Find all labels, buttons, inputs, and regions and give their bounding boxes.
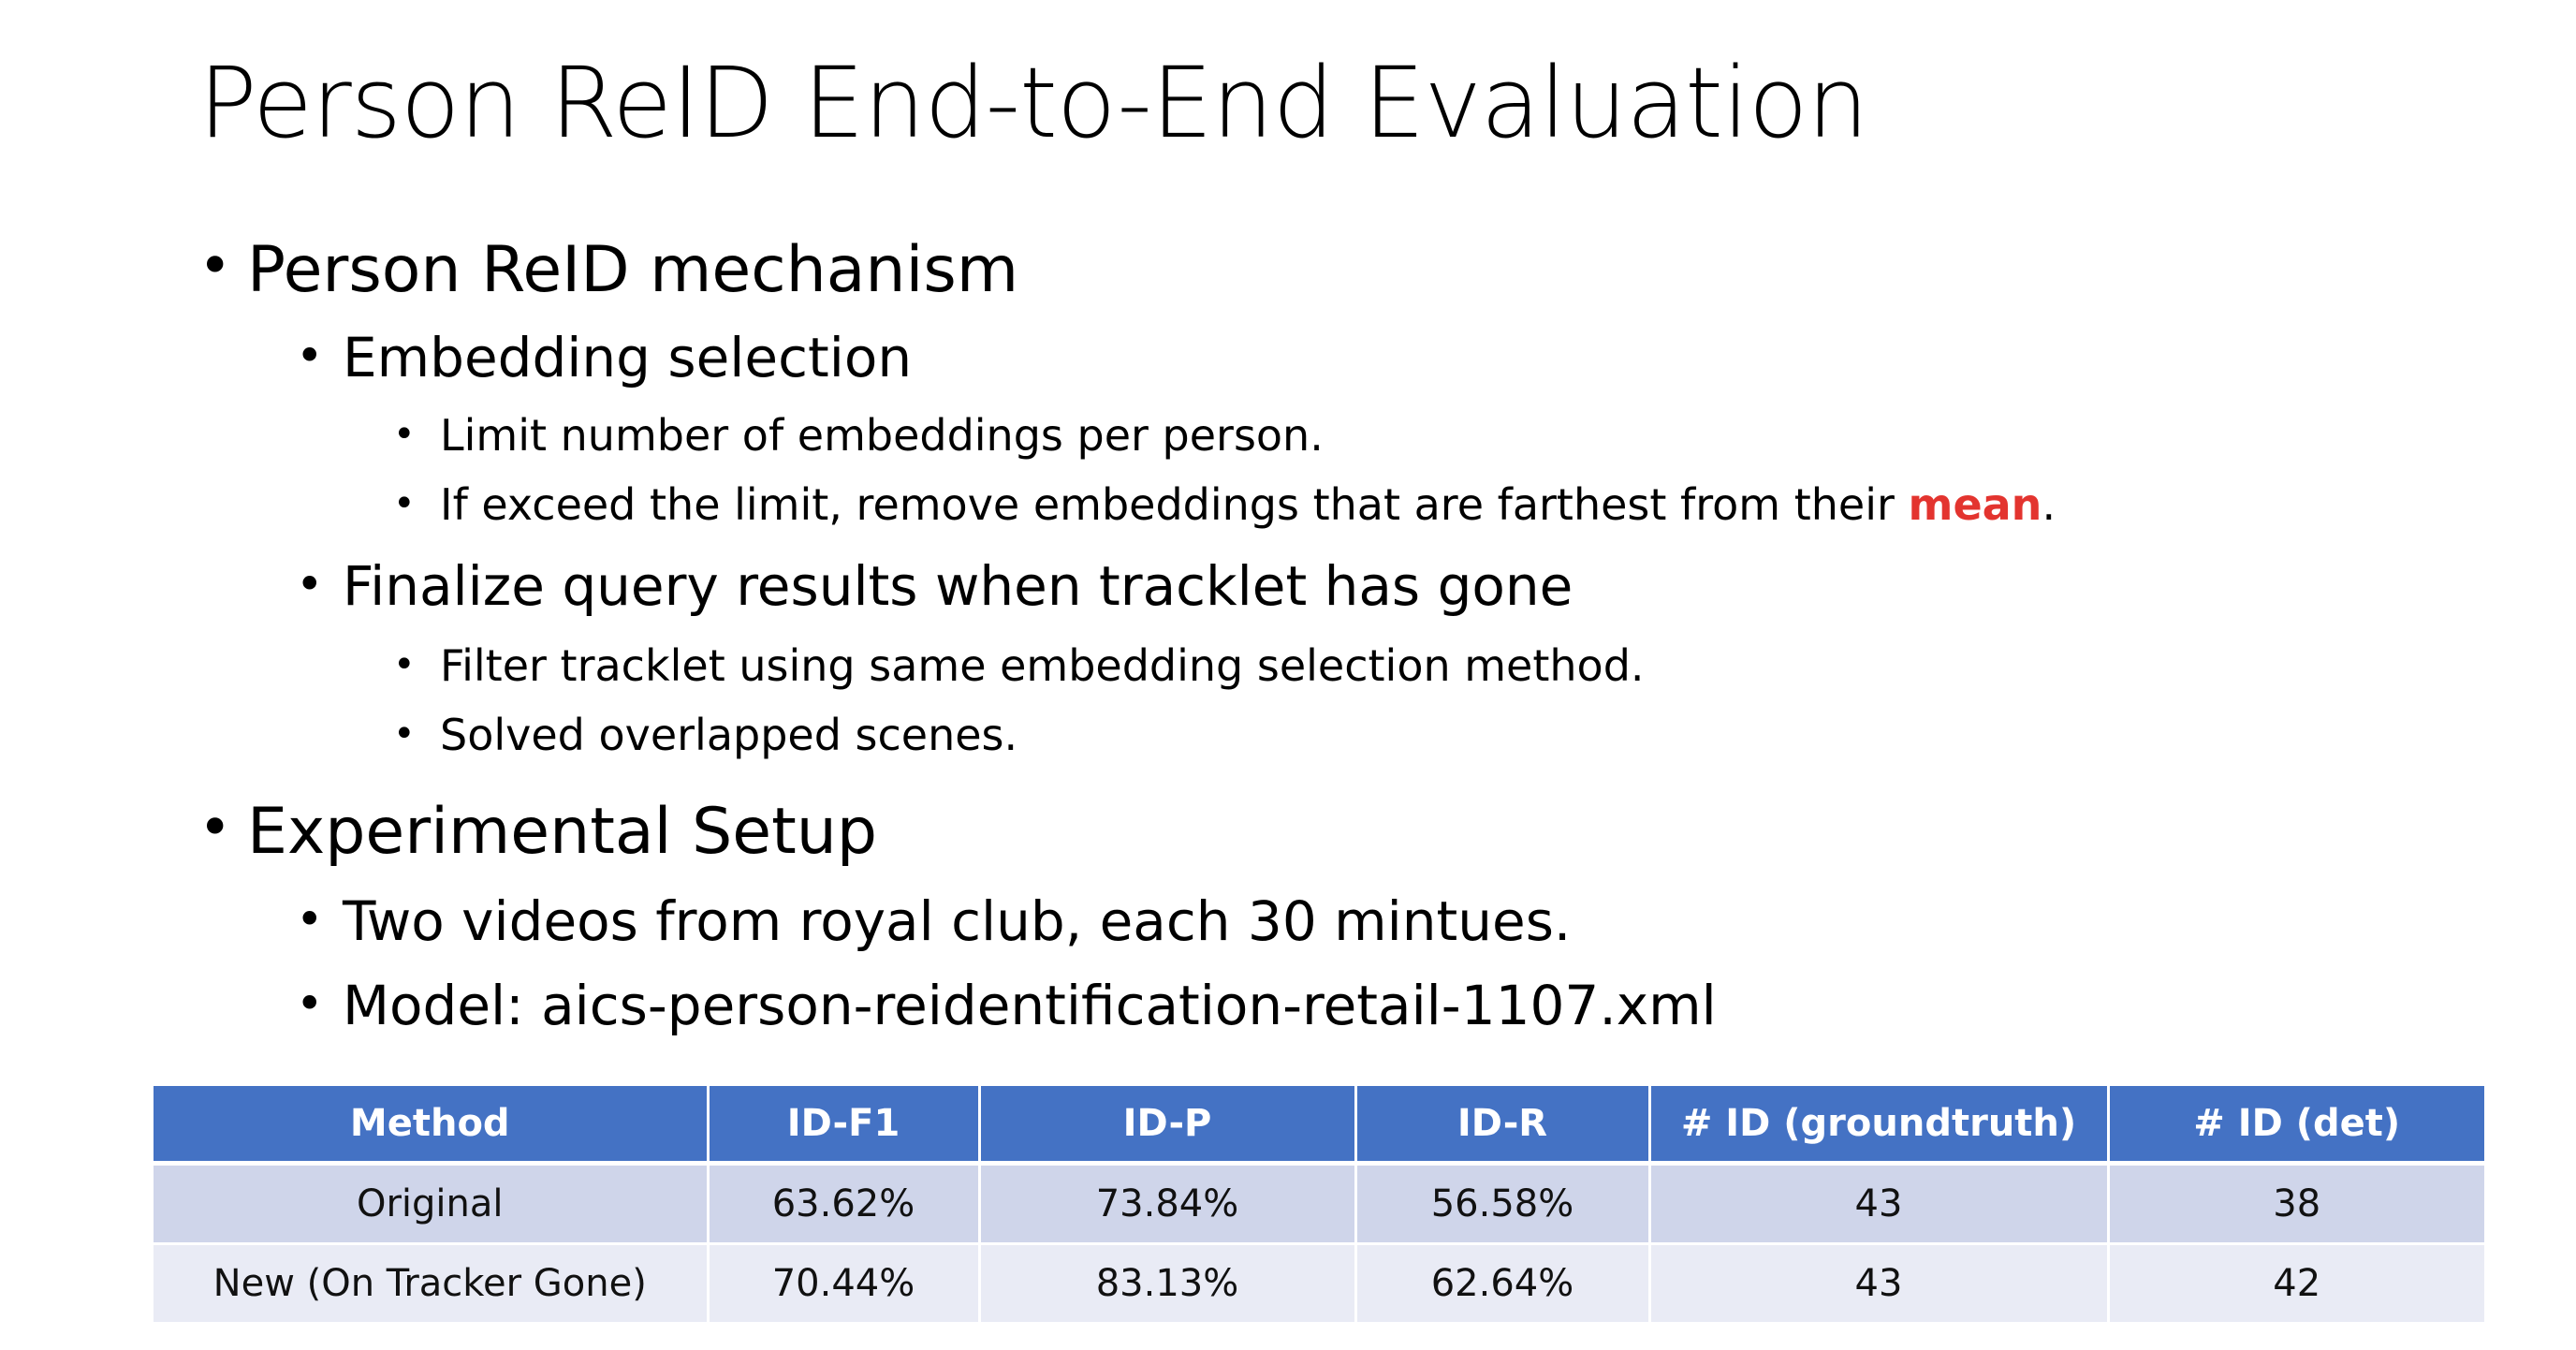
bullet-text: If exceed the limit, remove embeddings t… — [440, 479, 1909, 530]
cell-id-r: 62.64% — [1355, 1243, 1651, 1325]
cell-id-f1: 70.44% — [708, 1243, 981, 1325]
highlight-mean: mean — [1908, 479, 2042, 530]
bullet-dot: • — [198, 233, 232, 299]
cell-method: Original — [154, 1163, 710, 1245]
slide-title: Person ReID End-to-End Evaluation — [198, 46, 1868, 160]
highlight-suffix: . — [2042, 479, 2056, 530]
cell-id-det: 38 — [2108, 1163, 2484, 1245]
cell-id-groundtruth: 43 — [1649, 1163, 2110, 1245]
table-header-row: Method ID-F1 ID-P ID-R # ID (groundtruth… — [154, 1086, 2484, 1166]
cell-method: New (On Tracker Gone) — [154, 1243, 710, 1325]
header-id-p: ID-P — [979, 1086, 1357, 1166]
results-table: Method ID-F1 ID-P ID-R # ID (groundtruth… — [154, 1086, 2484, 1325]
cell-id-p: 83.13% — [979, 1243, 1357, 1325]
cell-id-det: 42 — [2108, 1243, 2484, 1325]
bullet-text: Limit number of embeddings per person. — [440, 410, 1324, 461]
bullet-text: Person ReID mechanism — [247, 233, 1019, 307]
bullet-dot: • — [296, 892, 324, 946]
header-id-f1: ID-F1 — [708, 1086, 981, 1166]
table-row: Original 63.62% 73.84% 56.58% 43 38 — [154, 1163, 2484, 1245]
bullet-dot: • — [393, 482, 416, 525]
bullet-dot: • — [198, 795, 232, 860]
bullet-text: Model: aics-person-reidentification-reta… — [343, 974, 1717, 1037]
bullet-dot: • — [296, 557, 324, 611]
bullet-text: Two videos from royal club, each 30 mint… — [343, 889, 1572, 953]
header-id-det: # ID (det) — [2108, 1086, 2484, 1166]
bullet-text: Solved overlapped scenes. — [440, 710, 1018, 760]
bullet-dot: • — [296, 329, 324, 383]
header-id-r: ID-R — [1355, 1086, 1651, 1166]
cell-id-r: 56.58% — [1355, 1163, 1651, 1245]
bullet-dot: • — [393, 643, 416, 686]
bullet-text: Filter tracklet using same embedding sel… — [440, 640, 1645, 691]
header-method: Method — [154, 1086, 710, 1166]
bullet-text: Finalize query results when tracklet has… — [343, 554, 1573, 618]
bullet-text: Experimental Setup — [247, 795, 877, 869]
header-id-groundtruth: # ID (groundtruth) — [1649, 1086, 2110, 1166]
bullet-dot: • — [393, 712, 416, 756]
bullet-dot: • — [296, 976, 324, 1031]
table-row: New (On Tracker Gone) 70.44% 83.13% 62.6… — [154, 1243, 2484, 1325]
cell-id-f1: 63.62% — [708, 1163, 981, 1245]
bullet-text: Embedding selection — [343, 326, 913, 389]
cell-id-p: 73.84% — [979, 1163, 1357, 1245]
cell-id-groundtruth: 43 — [1649, 1243, 2110, 1325]
bullet-text-group: If exceed the limit, remove embeddings t… — [440, 479, 2056, 531]
bullet-dot: • — [393, 413, 416, 456]
